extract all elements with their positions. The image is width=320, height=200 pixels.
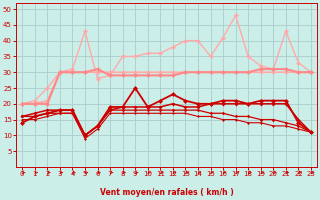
X-axis label: Vent moyen/en rafales ( km/h ): Vent moyen/en rafales ( km/h ) bbox=[100, 188, 234, 197]
